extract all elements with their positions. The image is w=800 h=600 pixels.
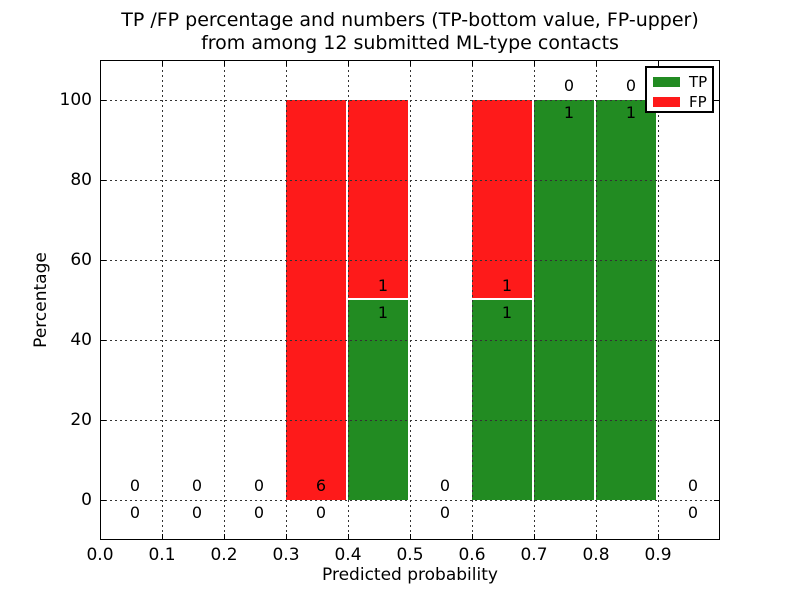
x-tick-mark [100, 60, 101, 66]
legend-item-tp: TP [653, 72, 712, 92]
tp-count-label: 0 [439, 503, 451, 522]
fp-count-label: 0 [625, 76, 637, 95]
x-tick-mark [286, 60, 287, 66]
fp-swatch-icon [653, 97, 680, 107]
y-tick-mark [714, 100, 720, 101]
fp-count-label: 0 [191, 476, 203, 495]
y-tick-mark [100, 340, 106, 341]
y-tick-label: 0 [81, 490, 92, 510]
x-tick-mark [162, 60, 163, 66]
x-tick-label: 0.5 [396, 545, 424, 565]
fp-count-label: 1 [377, 276, 389, 295]
tp-count-label: 0 [315, 503, 327, 522]
y-tick-mark [100, 100, 106, 101]
y-tick-label: 60 [70, 250, 92, 270]
x-axis-label: Predicted probability [322, 565, 498, 585]
fp-count-label: 0 [563, 76, 575, 95]
y-gridline [100, 500, 720, 501]
y-tick-mark [100, 180, 106, 181]
legend-label-tp: TP [689, 72, 708, 91]
y-tick-label: 20 [70, 410, 92, 430]
fp-count-label: 0 [439, 476, 451, 495]
x-tick-mark [100, 534, 101, 540]
x-tick-mark [410, 534, 411, 540]
x-tick-label: 0.6 [458, 545, 486, 565]
chart-title-line1: TP /FP percentage and numbers (TP-bottom… [121, 9, 699, 31]
y-tick-mark [100, 260, 106, 261]
y-tick-mark [714, 420, 720, 421]
y-tick-mark [100, 420, 106, 421]
tp-count-label: 0 [253, 503, 265, 522]
x-tick-mark [472, 534, 473, 540]
x-tick-label: 0.4 [334, 545, 362, 565]
fp-count-label: 1 [501, 276, 513, 295]
chart-title-line2: from among 12 submitted ML-type contacts [201, 32, 619, 54]
x-tick-mark [286, 534, 287, 540]
x-tick-mark [348, 534, 349, 540]
tp-bar-segment [534, 100, 595, 500]
legend-label-fp: FP [689, 92, 707, 111]
y-tick-mark [100, 500, 106, 501]
x-tick-label: 0.9 [644, 545, 672, 565]
x-gridline [410, 60, 411, 540]
tp-swatch-icon [653, 77, 680, 87]
legend: TP FP [645, 66, 714, 113]
x-tick-mark [410, 60, 411, 66]
tp-count-label: 0 [191, 503, 203, 522]
fp-count-label: 0 [253, 476, 265, 495]
y-tick-label: 80 [70, 170, 92, 190]
x-tick-label: 0.0 [86, 545, 114, 565]
y-tick-label: 40 [70, 330, 92, 350]
tp-count-label: 1 [501, 303, 513, 322]
y-tick-mark [714, 340, 720, 341]
fp-count-label: 0 [129, 476, 141, 495]
x-tick-label: 0.7 [520, 545, 548, 565]
y-tick-label: 100 [59, 90, 92, 110]
x-tick-label: 0.3 [272, 545, 300, 565]
tp-bar-segment [348, 300, 409, 500]
x-gridline [224, 60, 225, 540]
x-tick-mark [348, 60, 349, 66]
x-tick-label: 0.1 [148, 545, 176, 565]
fp-bar-segment [472, 100, 533, 300]
tp-count-label: 1 [377, 303, 389, 322]
y-tick-mark [714, 260, 720, 261]
x-tick-mark [472, 60, 473, 66]
fp-bar-segment [348, 100, 409, 300]
x-tick-mark [224, 60, 225, 66]
x-gridline [162, 60, 163, 540]
chart-title: TP /FP percentage and numbers (TP-bottom… [100, 9, 720, 55]
x-tick-mark [658, 534, 659, 540]
x-tick-mark [534, 60, 535, 66]
x-gridline [658, 60, 659, 540]
tp-bar-segment [472, 300, 533, 500]
x-tick-mark [596, 534, 597, 540]
x-tick-mark [534, 534, 535, 540]
y-tick-mark [714, 500, 720, 501]
x-tick-label: 0.8 [582, 545, 610, 565]
x-tick-mark [162, 534, 163, 540]
x-tick-label: 0.2 [210, 545, 238, 565]
tp-count-label: 1 [625, 103, 637, 122]
fp-bar-segment [286, 100, 347, 500]
legend-item-fp: FP [653, 92, 712, 112]
tp-bar-segment [596, 100, 657, 500]
x-tick-mark [596, 60, 597, 66]
tp-count-label: 1 [563, 103, 575, 122]
tp-count-label: 0 [687, 503, 699, 522]
y-tick-mark [714, 180, 720, 181]
x-tick-mark [224, 534, 225, 540]
fp-count-label: 0 [687, 476, 699, 495]
fp-count-label: 6 [315, 476, 327, 495]
tp-count-label: 0 [129, 503, 141, 522]
